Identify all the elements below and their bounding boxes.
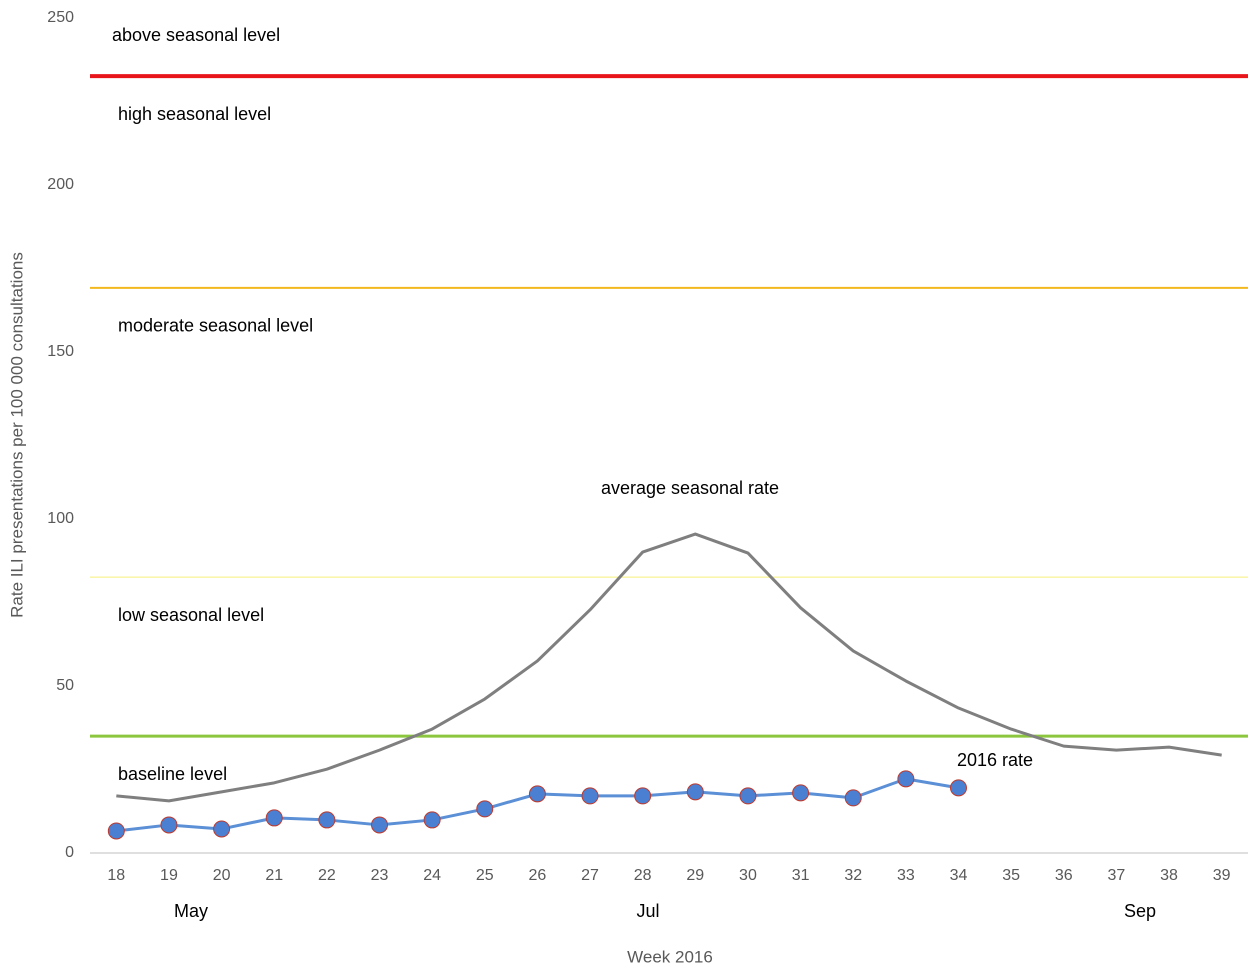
point [107,822,125,840]
point [213,820,231,838]
threshold-label: high seasonal level [118,104,271,124]
x-tick-label: 25 [476,867,494,884]
x-axis-label: Week 2016 [627,947,713,966]
point [950,779,967,797]
series-label: average seasonal rate [601,478,779,498]
point [423,811,441,829]
y-tick-label: 50 [56,677,74,694]
x-tick-label: 30 [739,867,757,884]
x-tick-label: 33 [897,867,915,884]
x-tick-label: 27 [581,867,599,884]
point [792,784,810,802]
series-line [116,532,1222,803]
x-tick-label: 26 [529,867,547,884]
x-tick-label: 18 [107,867,125,884]
x-tick-label: 32 [844,867,862,884]
x-tick-label: 38 [1160,867,1178,884]
point [528,785,546,803]
month-label: Sep [1124,901,1156,921]
threshold-label: above seasonal level [112,25,280,45]
point [265,809,283,827]
point [371,816,388,834]
month-label: May [174,901,208,921]
point [160,816,178,834]
threshold-label: baseline level [118,764,227,784]
point [844,789,862,807]
point [581,787,599,805]
y-axis-label: Rate ILI presentations per 100 000 consu… [7,252,26,618]
x-tick-label: 23 [371,867,389,884]
x-tick-label: 37 [1108,867,1126,884]
point [318,811,336,829]
x-tick-label: 24 [423,867,441,884]
x-tick-label: 20 [213,867,231,884]
point [476,800,494,818]
point [634,787,652,805]
threshold-label: low seasonal level [118,605,264,625]
series-label: 2016 rate [957,750,1033,770]
x-tick-label: 39 [1213,867,1231,884]
y-tick-label: 150 [47,343,74,360]
x-tick-label: 31 [792,867,810,884]
y-tick-label: 100 [47,510,74,527]
y-tick-label: 0 [65,844,74,861]
x-tick-label: 36 [1055,867,1073,884]
x-tick-label: 34 [950,867,968,884]
x-tick-label: 35 [1002,867,1020,884]
point [686,783,704,801]
x-tick-label: 29 [686,867,704,884]
x-tick-label: 19 [160,867,178,884]
x-tick-label: 22 [318,867,336,884]
y-tick-label: 200 [47,176,74,193]
x-tick-label: 21 [265,867,283,884]
x-tick-label: 28 [634,867,652,884]
point [739,787,757,805]
y-tick-label: 250 [47,9,74,26]
threshold-label: moderate seasonal level [118,316,313,336]
month-label: Jul [636,901,659,921]
point [897,770,915,788]
